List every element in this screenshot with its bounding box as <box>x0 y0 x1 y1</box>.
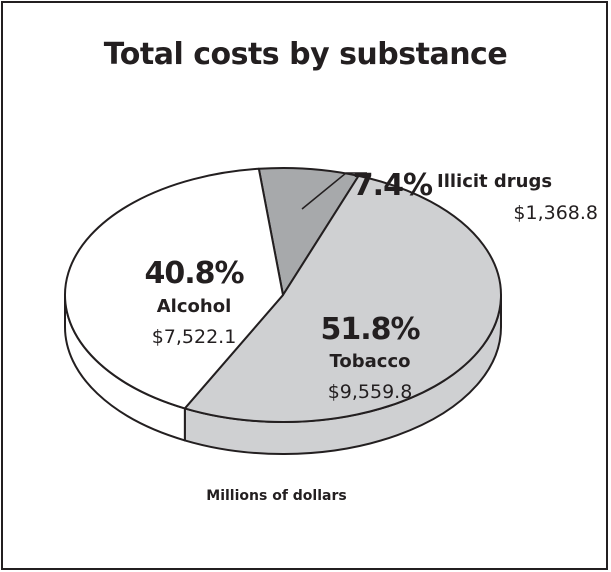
tobacco-name-label: Tobacco <box>330 351 411 372</box>
illicit-drugs-value-label: $1,368.8 <box>513 202 598 224</box>
alcohol-value-label: $7,522.1 <box>152 326 237 348</box>
pie-top <box>64 167 502 423</box>
alcohol-name-label: Alcohol <box>157 296 232 317</box>
slice-alcohol <box>64 167 284 410</box>
tobacco-value-label: $9,559.8 <box>328 381 413 403</box>
illicit-drugs-percent-label: 7.4% <box>353 168 433 203</box>
chart-title: Total costs by substance <box>103 37 508 72</box>
slice-tobacco <box>183 174 502 423</box>
alcohol-percent-label: 40.8% <box>144 256 244 291</box>
illicit-drugs-name-label: Illicit drugs <box>437 171 552 192</box>
illicit-drugs-leader-line <box>301 172 367 210</box>
tobacco-percent-label: 51.8% <box>320 312 420 347</box>
units-note: Millions of dollars <box>206 488 347 504</box>
slice-illicit-drugs <box>257 167 360 296</box>
pie-labels: 7.4% Illicit drugs $1,368.8 51.8% Tobacco $9,… <box>144 168 598 403</box>
